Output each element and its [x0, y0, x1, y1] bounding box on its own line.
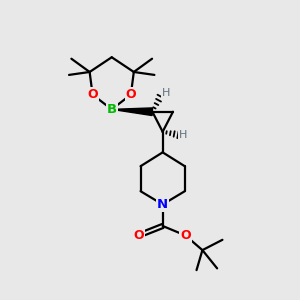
Text: B: B	[107, 103, 117, 116]
Text: O: O	[134, 229, 144, 242]
Text: O: O	[180, 229, 190, 242]
Text: H: H	[161, 88, 170, 98]
Text: O: O	[125, 88, 136, 101]
Text: O: O	[87, 88, 98, 101]
Text: H: H	[179, 130, 188, 140]
Polygon shape	[112, 108, 153, 116]
Text: N: N	[157, 198, 168, 211]
